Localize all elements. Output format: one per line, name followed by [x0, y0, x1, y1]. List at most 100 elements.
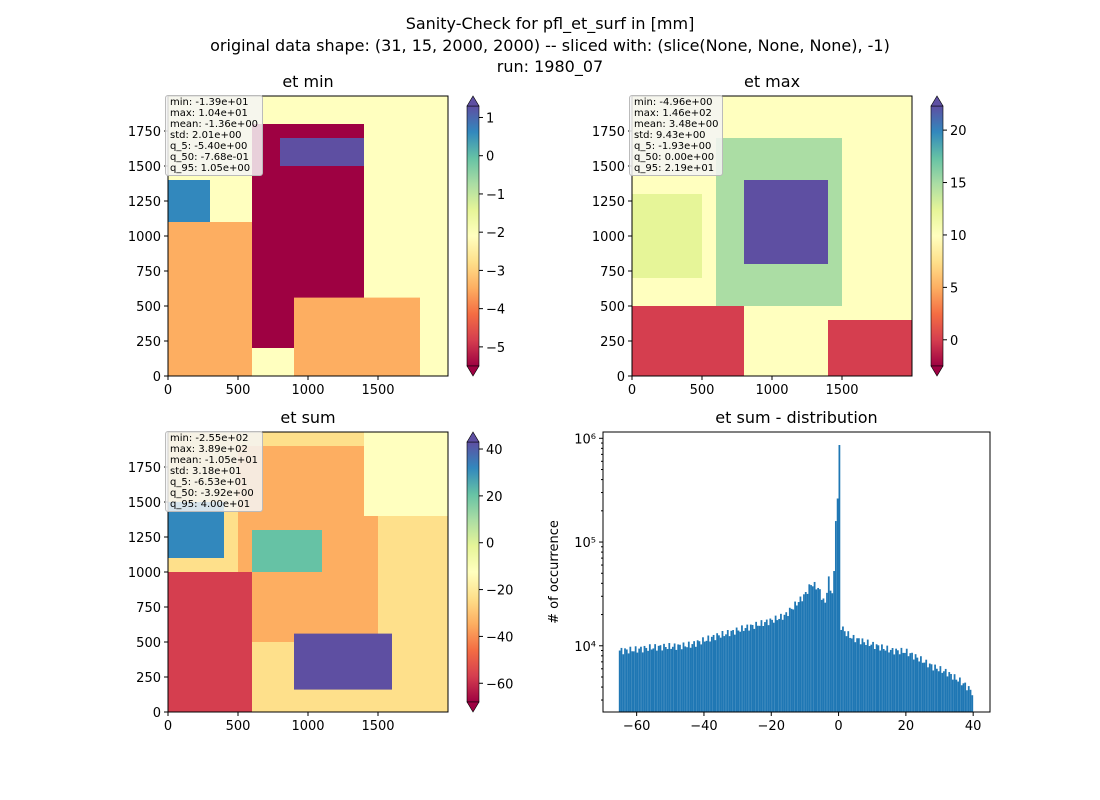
stat-line: q_50: -7.68e-01: [170, 152, 249, 163]
histogram-bar: [755, 621, 758, 712]
figure-suptitle-line-3: run: 1980_07: [496, 57, 604, 76]
histogram-bar: [767, 625, 770, 712]
histogram-bar: [872, 641, 874, 712]
stat-line: min: -1.39e+01: [170, 97, 249, 108]
histogram-bar: [845, 636, 848, 712]
histogram-bar: [849, 637, 851, 712]
histogram-bar: [714, 640, 717, 712]
histogram-bar: [764, 622, 766, 712]
histogram-bar: [921, 662, 924, 712]
histogram-bar: [712, 634, 715, 712]
histogram-bar: [640, 646, 642, 712]
histogram-bar: [888, 652, 890, 712]
y-tick-label: 10⁴: [574, 640, 596, 655]
colorbar-extend-top: [930, 95, 944, 107]
heatmap-region: [744, 180, 828, 264]
y-tick-label: 1250: [592, 195, 625, 210]
heatmap-region: [632, 194, 702, 278]
histogram-bar: [958, 677, 961, 712]
histogram-bar: [668, 643, 671, 712]
y-tick-label: 750: [600, 265, 625, 280]
histogram-bar: [710, 636, 713, 712]
stat-line: q_95: 4.00e+01: [170, 499, 251, 510]
histogram-bar: [716, 633, 719, 712]
histogram-bar: [859, 644, 862, 712]
histogram-bar: [673, 643, 676, 712]
histogram-bar: [785, 612, 788, 712]
histogram-bar: [778, 618, 781, 712]
histogram-bar: [900, 647, 903, 712]
histogram-bar: [813, 581, 816, 712]
colorbar-tick-label: −20: [486, 584, 513, 599]
stat-line: std: 3.18e+01: [170, 466, 242, 477]
histogram-bar: [960, 685, 963, 712]
heatmap-region: [168, 222, 252, 376]
histogram-bar: [808, 584, 811, 712]
histogram-bar: [634, 646, 637, 712]
histogram-bar: [659, 645, 662, 712]
histogram-bar: [787, 616, 789, 712]
stat-line: mean: -1.05e+01: [170, 455, 259, 466]
stats-box-et-min: min: -1.39e+01 max: 1.04e+01 mean: -1.36…: [165, 95, 264, 176]
histogram-bar: [765, 619, 768, 712]
histogram-bar: [822, 598, 825, 712]
histogram-bar: [870, 644, 873, 712]
x-tick-label: 20: [898, 719, 915, 734]
colorbar-tick-label: 40: [486, 443, 503, 458]
histogram-bar: [834, 521, 837, 712]
histogram-bar: [875, 644, 878, 712]
colorbar-extend-bottom: [466, 365, 480, 377]
histogram-bar: [884, 650, 887, 712]
histogram-bar: [971, 695, 974, 712]
histogram-bar: [803, 594, 805, 712]
histogram-bar: [886, 645, 889, 712]
histogram-bar: [790, 608, 793, 712]
y-tick-label: 1250: [128, 195, 161, 210]
stats-box-et-sum: min: -2.55e+02 max: 3.89e+02 mean: -1.05…: [165, 431, 264, 512]
y-tick-label: 500: [600, 300, 625, 315]
panel-title-et-sum: et sum: [280, 408, 336, 427]
heatmap-region: [280, 138, 364, 166]
panel-title-et-min: et min: [282, 72, 334, 91]
histogram-bar: [873, 649, 876, 712]
x-tick-label: 0: [834, 719, 842, 734]
histogram-bar: [951, 679, 954, 712]
histogram-bar: [934, 664, 936, 712]
colorbar-tick-label: −2: [486, 226, 505, 241]
colorbar-tick-label: 5: [950, 281, 958, 296]
histogram-bar: [638, 648, 641, 712]
y-tick-label: 1500: [592, 160, 625, 175]
x-tick-label: 40: [965, 719, 982, 734]
stat-line: q_95: 2.19e+01: [634, 163, 715, 174]
histogram-bar: [928, 663, 931, 712]
colorbar-tick-label: −40: [486, 630, 513, 645]
histogram-bar: [739, 631, 742, 712]
histogram-bar: [746, 624, 749, 712]
colorbar-tick-label: 0: [950, 334, 958, 349]
histogram-bar: [868, 646, 871, 712]
histogram-bar: [964, 682, 967, 712]
x-tick-label: 1500: [825, 383, 858, 398]
histogram-bar: [780, 613, 782, 712]
y-tick-label: 1500: [128, 160, 161, 175]
x-tick-label: 500: [690, 383, 715, 398]
histogram-bar: [866, 639, 869, 712]
x-tick-label: 1000: [291, 719, 324, 734]
histogram-bar: [624, 648, 626, 712]
histogram-bar: [912, 659, 915, 712]
histogram-bar: [826, 592, 828, 712]
histogram-bar: [833, 571, 835, 712]
histogram-bar: [691, 644, 694, 712]
histogram-bar: [795, 605, 798, 712]
heatmap-region: [294, 297, 420, 376]
histogram-bar: [742, 630, 745, 712]
histogram-bar: [675, 649, 678, 712]
histogram-bar: [627, 653, 630, 712]
histogram-bar: [937, 671, 940, 712]
histogram-bar: [852, 634, 855, 712]
histogram-bar: [661, 650, 664, 712]
histogram-bar: [737, 630, 740, 712]
histogram-bar: [815, 589, 818, 712]
histogram-bar: [914, 654, 917, 712]
colorbar: [466, 105, 480, 367]
